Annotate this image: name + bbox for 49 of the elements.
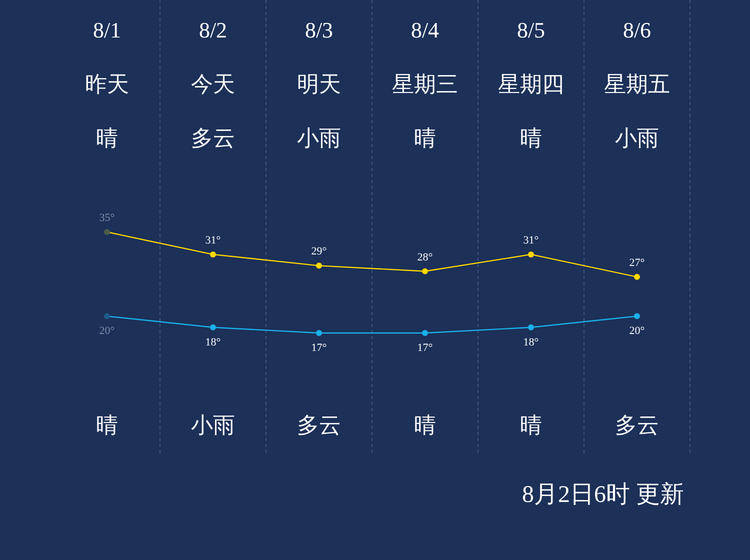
data-label: 31°	[523, 234, 539, 246]
text: 晴	[414, 412, 436, 438]
data-label: 17°	[417, 342, 433, 354]
text: 星期五	[604, 72, 670, 96]
data-label: 28°	[417, 251, 433, 264]
text: 晴	[520, 412, 542, 438]
text: 8月2日6时 更新	[522, 481, 684, 508]
text: 多云	[297, 412, 341, 438]
point	[316, 330, 322, 336]
text: 小雨	[615, 126, 659, 150]
text: 明天	[297, 72, 341, 96]
point	[210, 251, 216, 258]
point	[528, 324, 534, 330]
data-label: 29°	[311, 246, 327, 258]
x-tick-label: 8/5	[516, 18, 546, 42]
point	[528, 251, 534, 258]
text: 晴	[96, 412, 118, 438]
point	[316, 262, 322, 269]
text: 昨天	[85, 72, 129, 96]
text: 多云	[615, 412, 659, 438]
data-label: 31°	[205, 234, 221, 246]
x-tick-label: 8/1	[92, 18, 122, 42]
text: 小雨	[191, 412, 235, 438]
text: 星期四	[498, 72, 564, 96]
x-tick-label: 8/2	[198, 18, 228, 42]
data-label: 18°	[523, 336, 539, 348]
text: 晴	[96, 126, 118, 150]
data-label: 20°	[629, 325, 645, 338]
point	[634, 274, 640, 280]
data-label: 18°	[205, 336, 221, 348]
text: 今天	[191, 72, 235, 96]
text: 多云	[191, 126, 235, 150]
text: 星期三	[392, 72, 458, 96]
data-label: 17°	[311, 342, 327, 354]
data-label: 35°	[99, 212, 115, 224]
point	[104, 229, 110, 235]
text: 小雨	[297, 126, 341, 150]
x-tick-label: 8/4	[410, 18, 440, 42]
data-label: 20°	[99, 325, 115, 338]
data-label: 27°	[629, 256, 645, 269]
text: 晴	[414, 126, 436, 150]
x-tick-label: 8/6	[622, 18, 652, 42]
point	[634, 313, 640, 320]
point	[422, 268, 428, 274]
x-tick-label: 8/3	[304, 18, 334, 42]
point	[210, 324, 216, 330]
point	[104, 313, 110, 320]
point	[422, 330, 428, 336]
text: 晴	[520, 126, 542, 150]
